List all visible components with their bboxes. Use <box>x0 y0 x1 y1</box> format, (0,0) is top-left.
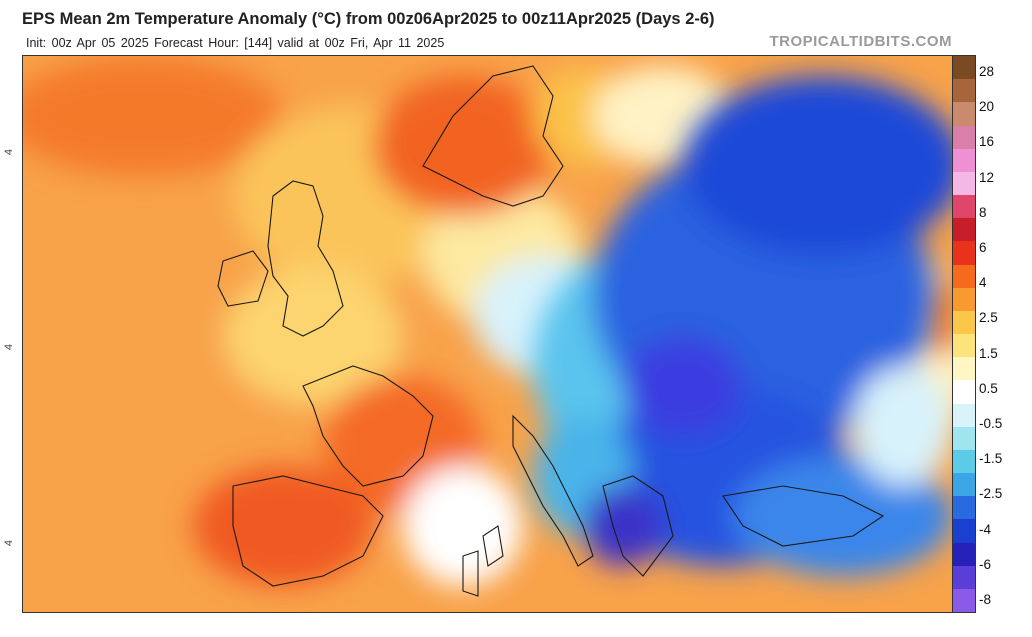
anomaly-map <box>22 55 953 613</box>
colorbar-segment <box>953 195 975 219</box>
colorbar-label: 6 <box>979 240 987 255</box>
colorbar-segment <box>953 519 975 543</box>
colorbar-label: 20 <box>979 99 995 115</box>
lat-tick-middle: 4 <box>3 343 16 351</box>
colorbar-segment <box>953 264 975 289</box>
colorbar-segment <box>953 449 975 474</box>
colorbar-label: 12 <box>979 169 995 185</box>
colorbar-segment <box>953 496 975 520</box>
colorbar-segment <box>953 357 975 381</box>
lat-tick-upper: 4 <box>3 148 16 156</box>
colorbar-segment <box>953 565 975 590</box>
chart-subtitle: Init: 00z Apr 05 2025 Forecast Hour: [14… <box>26 36 445 50</box>
colorbar-segment <box>953 403 975 428</box>
colorbar-segment <box>953 380 975 404</box>
colorbar-label: -6 <box>979 556 992 572</box>
colorbar-label: -1.5 <box>979 451 1003 467</box>
colorbar-label: 16 <box>979 134 995 150</box>
colorbar-segment <box>953 588 975 613</box>
colorbar-segment <box>953 334 975 358</box>
colorbar-segment <box>953 56 975 80</box>
colorbar-label: -0.5 <box>979 416 1003 431</box>
colorbar-segment <box>953 287 975 312</box>
anomaly-map-graphic <box>23 56 952 612</box>
colorbar-segment <box>953 426 975 451</box>
colorbar-label: 28 <box>979 64 995 79</box>
lat-tick-lower: 4 <box>3 539 16 547</box>
colorbar-label: 1.5 <box>979 345 998 361</box>
colorbar-segment <box>953 148 975 173</box>
colorbar-segment <box>953 542 975 567</box>
colorbar-label: -8 <box>979 592 992 607</box>
chart-title: EPS Mean 2m Temperature Anomaly (°C) fro… <box>22 10 715 28</box>
colorbar-label: 0.5 <box>979 380 998 396</box>
colorbar-segment <box>953 79 975 103</box>
colorbar <box>952 55 976 613</box>
colorbar-segment <box>953 102 975 126</box>
colorbar-segment <box>953 310 975 335</box>
colorbar-label: 4 <box>979 275 987 291</box>
colorbar-segment <box>953 473 975 497</box>
colorbar-label: -2.5 <box>979 486 1003 502</box>
colorbar-segment <box>953 218 975 242</box>
colorbar-label: 2.5 <box>979 310 998 326</box>
colorbar-segment <box>953 171 975 196</box>
source-credit: TROPICALTIDBITS.COM <box>769 33 952 50</box>
colorbar-label: -4 <box>979 521 992 537</box>
colorbar-segment <box>953 125 975 150</box>
colorbar-label: 8 <box>979 204 987 220</box>
colorbar-segment <box>953 241 975 265</box>
